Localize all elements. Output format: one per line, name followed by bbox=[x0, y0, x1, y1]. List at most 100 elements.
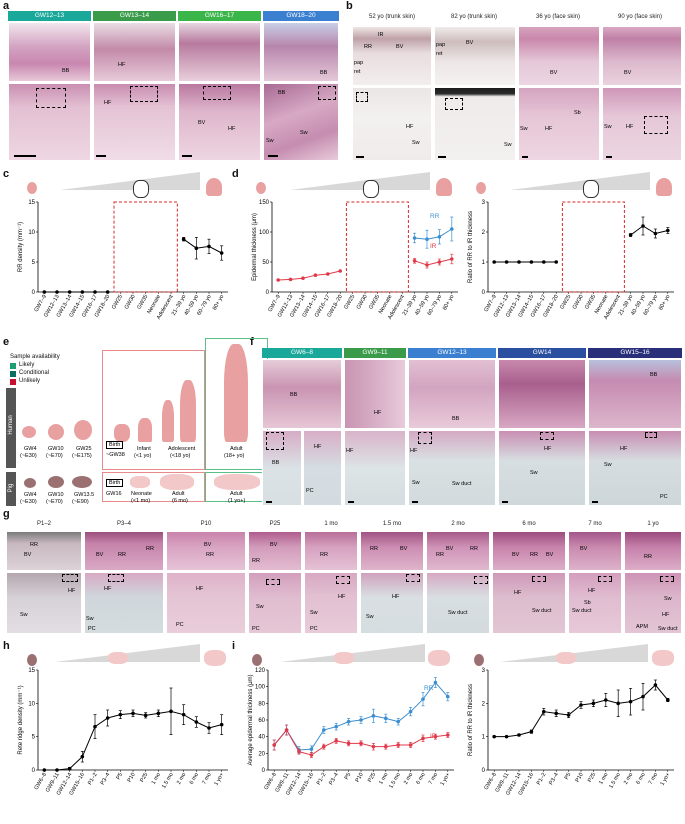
x-tick-label: P1–2 bbox=[87, 772, 99, 786]
data-point-adult bbox=[653, 231, 658, 236]
label-hf: HF bbox=[545, 126, 553, 132]
histology-image bbox=[602, 87, 682, 161]
missing-data-box bbox=[561, 201, 625, 293]
data-point-RR bbox=[384, 716, 388, 721]
stage-label: Adult bbox=[230, 491, 243, 497]
data-point-pig bbox=[93, 724, 97, 729]
y-tick-label: 100 bbox=[259, 230, 270, 236]
pig-icon bbox=[652, 650, 674, 666]
panel-letter-d: d bbox=[232, 168, 239, 180]
label-sw: Sw bbox=[530, 470, 538, 476]
stage-label: Neonate bbox=[131, 491, 152, 497]
data-point-IR bbox=[408, 743, 413, 747]
data-point-IR bbox=[322, 744, 326, 749]
header-82yo: 82 yo (trunk skin) bbox=[450, 14, 498, 20]
inset-box bbox=[418, 432, 432, 444]
label-bv: BV bbox=[624, 70, 632, 76]
y-tick-label: 0 bbox=[32, 290, 36, 296]
inset-box bbox=[660, 576, 674, 582]
label-sw-duct: Sw duct bbox=[452, 481, 472, 487]
x-tick-label: GW25 bbox=[111, 294, 124, 311]
data-point-IR bbox=[309, 753, 314, 757]
x-tick-label: P3–4 bbox=[100, 772, 112, 786]
x-tick-label: P5 bbox=[564, 772, 573, 781]
label-sb: Sb bbox=[574, 110, 581, 116]
data-point-pig bbox=[169, 709, 173, 714]
data-point-ratio bbox=[628, 699, 633, 704]
header-90yo: 90 yo (face skin) bbox=[617, 14, 663, 20]
pig-embryo-icon bbox=[27, 654, 37, 666]
data-point-RR bbox=[408, 709, 413, 714]
data-point-RR bbox=[450, 227, 454, 231]
histology-image bbox=[263, 83, 339, 161]
histology-image bbox=[84, 531, 164, 571]
label-rr: RR bbox=[206, 552, 214, 558]
label-sw: Sw bbox=[604, 124, 612, 130]
stage-label: (18+ yo) bbox=[224, 453, 245, 459]
legend-label-RR: RR bbox=[430, 213, 440, 220]
header-52yo: 52 yo (trunk skin) bbox=[368, 14, 416, 20]
data-point-fetal bbox=[338, 269, 343, 273]
stage-label: (~E30) bbox=[20, 453, 37, 459]
inset-box bbox=[266, 432, 284, 450]
series-line-pig bbox=[44, 710, 222, 771]
data-point-ratio bbox=[591, 701, 596, 706]
newborn-icon bbox=[114, 424, 130, 442]
data-point-fetal bbox=[529, 260, 534, 264]
label-hf: HF bbox=[68, 588, 76, 594]
data-point-IR bbox=[433, 734, 438, 739]
embryo-icon bbox=[22, 426, 36, 438]
label-rr: RR bbox=[118, 552, 126, 558]
data-point-RR bbox=[433, 680, 438, 685]
y-tick-label: 50 bbox=[262, 260, 269, 266]
header-p25: P25 bbox=[269, 521, 281, 527]
data-point-IR bbox=[412, 259, 417, 263]
x-tick-label: P25 bbox=[587, 772, 597, 783]
adult-human-icon bbox=[224, 344, 248, 442]
data-point-IR bbox=[384, 744, 388, 749]
tab-gw6-8: GW6–8 bbox=[262, 348, 342, 358]
tab-gw9-11: GW9–11 bbox=[344, 348, 406, 358]
infant-icon bbox=[363, 180, 379, 198]
stage-label: GW25 bbox=[76, 446, 92, 452]
label-ir: IR bbox=[378, 32, 384, 38]
legend-swatch-conditional bbox=[10, 371, 16, 377]
y-axis-label: Ratio of RR to IR thickness bbox=[468, 211, 474, 283]
histology-image bbox=[178, 83, 261, 161]
label-rr: RR bbox=[530, 552, 538, 558]
label-pc: PC bbox=[660, 494, 668, 500]
label-hf: HF bbox=[662, 612, 670, 618]
tab-gw14: GW14 bbox=[498, 348, 586, 358]
pig-icon bbox=[428, 650, 450, 666]
x-tick-label: 1.5 mo bbox=[161, 772, 175, 790]
data-point-ratio bbox=[616, 701, 620, 706]
legend-title: Sample availability bbox=[10, 354, 60, 360]
histology-image bbox=[588, 359, 682, 429]
histology-image bbox=[568, 572, 622, 634]
x-tick-label: P5 bbox=[116, 772, 125, 781]
label-sw: Sw bbox=[412, 140, 420, 146]
x-tick-label: 1 yo+ bbox=[660, 772, 672, 787]
label-sb: Sb bbox=[584, 600, 591, 606]
adult-head-icon bbox=[656, 178, 672, 196]
stage-label: GW4 bbox=[24, 492, 37, 498]
histology-image bbox=[426, 531, 490, 571]
label-bb: BB bbox=[290, 392, 298, 398]
data-point-IR bbox=[450, 257, 454, 261]
label-bv: BV bbox=[446, 546, 454, 552]
label-hf: HF bbox=[104, 100, 112, 106]
tab-gw18-20: GW18–20 bbox=[263, 11, 339, 21]
pig-postnatal-box bbox=[102, 472, 205, 502]
histology-image bbox=[344, 359, 406, 429]
x-tick-label: GW35 bbox=[136, 294, 149, 311]
label-bv: BV bbox=[24, 552, 32, 558]
label-bb: BB bbox=[272, 460, 280, 466]
label-ret: ret bbox=[354, 69, 361, 75]
data-point-pig bbox=[55, 768, 59, 772]
tab-gw13-14: GW13–14 bbox=[93, 11, 176, 21]
stage-label: (<1 yo) bbox=[134, 453, 152, 459]
stage-label: Adult bbox=[172, 491, 185, 497]
